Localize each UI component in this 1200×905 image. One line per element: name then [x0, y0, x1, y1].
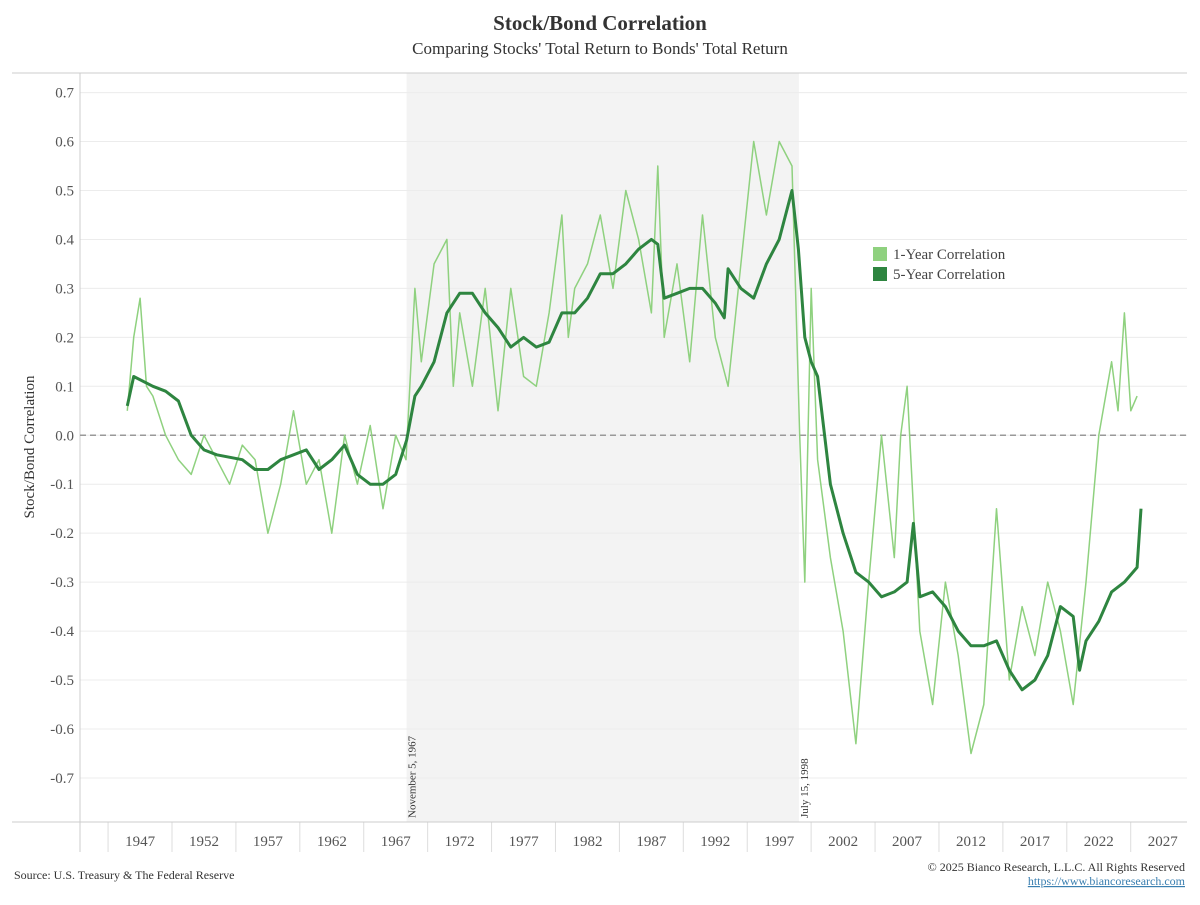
y-tick-label: 0.0 — [55, 428, 74, 444]
y-tick-label: -0.7 — [50, 771, 74, 787]
y-tick-label: -0.5 — [50, 673, 74, 689]
line — [125, 189, 1143, 692]
y-tick-label: -0.6 — [50, 722, 74, 738]
x-tick-label: 1997 — [764, 834, 795, 850]
legend-label: 5-Year Correlation — [893, 267, 1006, 283]
copyright: © 2025 Bianco Research, L.L.C. All Right… — [928, 860, 1185, 874]
y-tick-label: 0.6 — [55, 135, 74, 151]
x-tick-label: 2027 — [1148, 834, 1179, 850]
shaded-region — [406, 73, 799, 822]
y-tick-label: -0.1 — [50, 477, 74, 493]
y-tick-label: 0.5 — [55, 183, 74, 199]
annotation: July 15, 1998 — [799, 758, 811, 818]
x-tick-label: 1982 — [572, 834, 602, 850]
annotation: November 5, 1967 — [407, 735, 419, 818]
y-tick-label: -0.2 — [50, 526, 74, 542]
y-tick-label: 0.7 — [55, 86, 74, 102]
chart-title: Stock/Bond Correlation — [493, 11, 707, 35]
y-tick-label: 0.2 — [55, 330, 74, 346]
link[interactable]: https://www.biancoresearch.com — [1028, 874, 1186, 888]
x-tick-label: 1962 — [317, 834, 347, 850]
x-tick-label: 1972 — [445, 834, 475, 850]
line — [126, 140, 1138, 755]
x-tick-label: 1947 — [125, 834, 156, 850]
x-tick-label: 1977 — [509, 834, 540, 850]
x-tick-label: 1992 — [700, 834, 730, 850]
x-tick-label: 1967 — [381, 834, 412, 850]
chart-subtitle: Comparing Stocks' Total Return to Bonds'… — [412, 39, 788, 58]
y-tick-label: 0.4 — [55, 232, 74, 248]
x-tick-label: 2017 — [1020, 834, 1051, 850]
legend-swatch — [873, 267, 887, 281]
y-tick-label: 0.1 — [55, 379, 74, 395]
x-tick-label: 1957 — [253, 834, 284, 850]
y-tick-label: -0.3 — [50, 575, 74, 591]
legend-swatch — [873, 247, 887, 261]
x-tick-label: 2012 — [956, 834, 986, 850]
source: Source: U.S. Treasury & The Federal Rese… — [14, 868, 234, 882]
x-tick-label: 2002 — [828, 834, 858, 850]
y-tick-label: 0.3 — [55, 281, 74, 297]
y-tick-label: -0.4 — [50, 624, 74, 640]
legend-label: 1-Year Correlation — [893, 247, 1006, 263]
x-tick-label: 2007 — [892, 834, 923, 850]
x-tick-label: 1987 — [636, 834, 667, 850]
x-tick-label: 1952 — [189, 834, 219, 850]
x-tick-label: 2022 — [1084, 834, 1114, 850]
y-axis-label: Stock/Bond Correlation — [22, 375, 38, 518]
